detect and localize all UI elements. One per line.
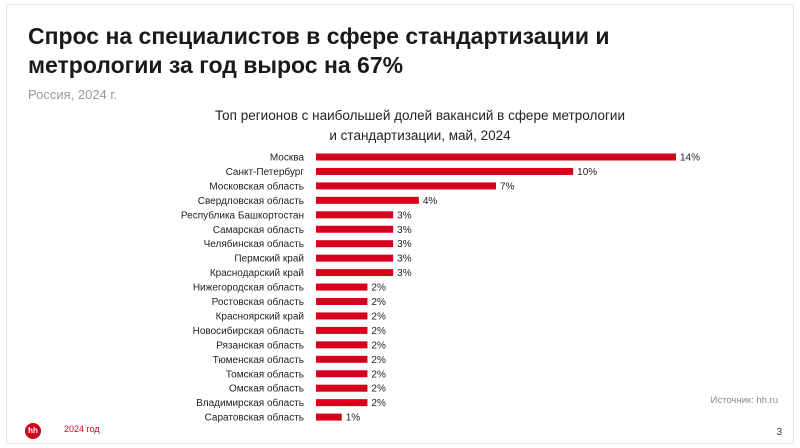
bar	[316, 298, 368, 305]
bar	[316, 269, 394, 277]
category-label: Красноярский край	[216, 311, 304, 322]
value-label: 3%	[397, 225, 412, 236]
category-label: Свердловская область	[198, 195, 304, 207]
bar	[316, 370, 368, 378]
source-note: Источник: hh.ru	[710, 395, 779, 406]
hh-logo: hh	[25, 423, 41, 439]
chart-title-line-1: Топ регионов с наибольшей долей вакансий…	[214, 108, 625, 123]
value-label: 2%	[371, 369, 386, 380]
category-label: Челябинская область	[204, 238, 304, 250]
value-label: 3%	[397, 239, 412, 250]
value-label: 4%	[423, 196, 438, 207]
category-label: Владимирская область	[196, 397, 304, 409]
bar	[316, 399, 368, 407]
category-label: Ростовская область	[212, 296, 304, 308]
value-label: 2%	[371, 283, 386, 294]
value-label: 3%	[397, 254, 412, 265]
bar	[316, 153, 676, 161]
category-label: Самарская область	[213, 224, 304, 236]
bar	[316, 283, 368, 291]
bar	[316, 326, 368, 334]
bar	[316, 211, 394, 219]
value-label: 1%	[346, 413, 361, 424]
category-label: Рязанская область	[216, 339, 304, 351]
bar	[316, 355, 368, 363]
category-label: Тюменская область	[213, 354, 304, 366]
footer-year: 2024 год	[64, 424, 100, 434]
bar	[316, 240, 394, 248]
bar	[316, 384, 368, 392]
category-label: Новосибирская область	[193, 325, 304, 337]
category-label: Краснодарский край	[210, 268, 304, 279]
slide	[6, 4, 794, 444]
category-label: Санкт-Петербург	[226, 166, 305, 178]
category-label: Москва	[270, 153, 305, 164]
bar	[316, 312, 368, 320]
bar	[316, 167, 574, 175]
value-label: 2%	[371, 340, 386, 351]
bar	[316, 196, 419, 204]
subtitle: Россия, 2024 г.	[28, 87, 118, 102]
category-label: Московская область	[209, 180, 304, 192]
category-label: Республика Башкортостан	[181, 209, 304, 221]
value-label: 7%	[500, 181, 515, 192]
category-label: Омская область	[229, 383, 304, 395]
chart-title-line-2: и стандартизации, май, 2024	[329, 128, 511, 143]
value-label: 2%	[371, 355, 386, 366]
category-label: Нижегородская область	[193, 282, 304, 294]
category-label: Томская область	[226, 368, 304, 380]
bar	[316, 341, 368, 349]
value-label: 3%	[397, 210, 412, 221]
category-label: Саратовская область	[205, 412, 304, 424]
value-label: 2%	[371, 311, 386, 322]
bar	[316, 254, 394, 262]
value-label: 3%	[397, 268, 412, 279]
value-label: 2%	[371, 384, 386, 395]
value-label: 10%	[577, 167, 597, 178]
bar	[316, 182, 496, 190]
chart-title: Топ регионов с наибольшей долей вакансий…	[200, 106, 640, 146]
page-number: 3	[776, 427, 782, 438]
bar	[316, 413, 342, 421]
value-label: 2%	[371, 398, 386, 409]
value-label: 2%	[371, 297, 386, 308]
headline: Спрос на специалистов в сфере стандартиз…	[28, 23, 610, 78]
value-label: 2%	[371, 326, 386, 337]
bar	[316, 225, 394, 233]
category-label: Пермский край	[234, 254, 304, 265]
value-label: 14%	[680, 153, 700, 164]
